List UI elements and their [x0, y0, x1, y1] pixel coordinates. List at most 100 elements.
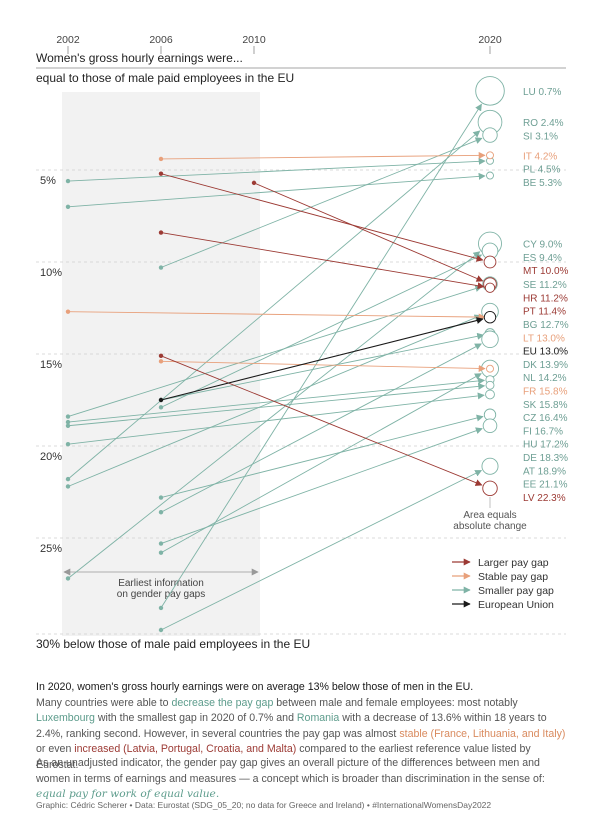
end-label-ES: ES 9.4%: [523, 253, 562, 264]
slope-arrow-LV: [160, 355, 483, 486]
legend-label-stable: Stable pay gap: [478, 571, 548, 583]
end-label-FR: FR 15.8%: [523, 386, 568, 397]
end-label-LV: LV 22.3%: [523, 493, 566, 504]
slope-arrow-AT: [160, 427, 483, 544]
start-point-LV: [158, 353, 164, 359]
change-circle-PT: [484, 282, 496, 293]
area-note-line: absolute change: [453, 521, 527, 532]
caption-highlight-larger: increased (Latvia, Portugal, Croatia, an…: [74, 743, 297, 755]
end-label-SK: SK 15.8%: [523, 400, 568, 411]
slope-arrow-LT: [67, 311, 486, 321]
slope-arrow-SK: [160, 373, 482, 554]
slope-arrow-EE: [160, 470, 483, 631]
change-circle-NL: [481, 330, 499, 349]
end-label-LT: LT 13.0%: [523, 333, 565, 344]
change-circle-FR: [486, 364, 494, 373]
end-label-CZ: CZ 16.4%: [523, 413, 568, 424]
end-label-DE: DE 18.3%: [523, 453, 568, 464]
change-circle-HU: [485, 389, 495, 400]
slope-arrow-EU: [160, 317, 484, 401]
caption-text: between male and female employees: most …: [273, 696, 518, 709]
change-circle-IT: [486, 151, 494, 160]
slope-arrow-DE: [160, 414, 484, 498]
legend-label-eu: European Union: [478, 599, 554, 611]
change-circle-BE: [486, 171, 494, 180]
y-tick-label-10: 10%: [40, 267, 62, 279]
end-label-LU: LU 0.7%: [523, 87, 561, 98]
chart-title: Women's gross hourly earnings were...: [36, 51, 243, 65]
slope-arrow-HR: [253, 182, 484, 282]
slope-arrow-MT: [160, 173, 484, 262]
gender-pay-gap-chart: 2002 2006 2010 2020 Women's gross hourly ear…: [36, 34, 569, 651]
caption-text: with a decrease of 13.6% within 18 years…: [36, 712, 547, 740]
end-label-HU: HU 17.2%: [523, 440, 569, 451]
bottom-label: 30% below those of male paid employees i…: [36, 637, 310, 651]
slope-arrow-PL: [67, 157, 486, 182]
area-note-line: Area equals: [463, 510, 516, 521]
slope-arrow-FR: [160, 360, 486, 372]
year-label-2010: 2010: [242, 34, 266, 46]
caption-paragraph-2: As an unadjusted indicator, the gender p…: [36, 756, 566, 803]
caption-highlight-luxembourg: Luxembourg: [36, 712, 95, 724]
end-label-EE: EE 21.1%: [523, 480, 568, 491]
end-label-PL: PL 4.5%: [523, 165, 561, 176]
end-label-IT: IT 4.2%: [523, 151, 557, 162]
end-label-SI: SI 3.1%: [523, 131, 558, 142]
slope-arrow-CY: [67, 251, 481, 579]
slope-arrow-BE: [67, 172, 486, 208]
end-label-NL: NL 14.2%: [523, 373, 567, 384]
change-circle-MT: [483, 255, 497, 269]
end-label-AT: AT 18.9%: [523, 466, 566, 477]
slope-arrow-CZ: [67, 377, 486, 423]
end-label-MT: MT 10.0%: [523, 266, 568, 277]
end-label-EU: EU 13.0%: [523, 347, 568, 358]
end-label-CY: CY 9.0%: [523, 240, 562, 251]
slope-arrow-ES: [160, 254, 483, 408]
slope-arrow-HU: [67, 392, 485, 445]
legend-label-larger: Larger pay gap: [478, 557, 549, 569]
change-circle-LU: [475, 76, 505, 106]
year-label-2020: 2020: [478, 34, 502, 46]
slope-arrow-FI: [67, 382, 486, 427]
end-label-PT: PT 11.4%: [523, 307, 566, 318]
slope-arrow-RO: [67, 130, 481, 480]
y-tick-label-5: 5%: [40, 175, 56, 187]
end-label-SE: SE 11.2%: [523, 280, 567, 291]
caption-text: with the smallest gap in 2020 of 0.7% an…: [94, 712, 297, 724]
y-tick-label-25: 25%: [40, 543, 62, 555]
end-label-DK: DK 13.9%: [523, 360, 568, 371]
end-label-HR: HR 11.2%: [523, 293, 568, 304]
y-tick-label-20: 20%: [40, 451, 62, 463]
caption-lead: In 2020, women's gross hourly earnings w…: [36, 681, 474, 693]
y-tick-label-15: 15%: [40, 359, 62, 371]
change-circle-LV: [482, 480, 498, 497]
caption-quote: equal pay for work of equal value.: [36, 788, 220, 800]
caption-text: compared to the earliest reference value…: [36, 743, 531, 771]
caption-highlight-smaller: decrease the pay gap: [171, 696, 274, 709]
top-label: equal to those of male paid employees in…: [36, 71, 294, 85]
change-circle-SI: [482, 127, 498, 143]
change-circle-FI: [485, 380, 495, 390]
caption-text: or even: [36, 743, 75, 755]
year-label-2006: 2006: [149, 34, 173, 46]
caption-paragraph-1: In 2020, women's gross hourly earnings w…: [36, 680, 566, 773]
slope-arrow-DK: [160, 332, 485, 401]
slope-arrow-SE: [67, 285, 483, 417]
change-circle-EE: [481, 457, 499, 475]
end-label-RO: RO 2.4%: [523, 118, 564, 129]
caption-text: Many countries were able to: [36, 696, 172, 709]
earliest-info-note-line: Earliest information: [118, 578, 204, 589]
slope-arrow-SI: [160, 137, 483, 268]
change-circle-EU: [483, 311, 497, 324]
earliest-info-note-line: on gender pay gaps: [117, 589, 205, 600]
slope-arrow-PT: [160, 232, 485, 290]
caption-highlight-stable: stable (France, Lithuania, and Italy): [399, 727, 566, 740]
legend-label-smaller: Smaller pay gap: [478, 585, 554, 597]
footer-credits: Graphic: Cédric Scherer • Data: Eurostat…: [36, 800, 492, 810]
change-circle-AT: [482, 418, 498, 434]
caption-text: As an unadjusted indicator, the gender p…: [36, 757, 545, 785]
slope-arrow-IT: [160, 151, 486, 160]
caption-highlight-romania: Romania: [296, 712, 340, 724]
end-label-BG: BG 12.7%: [523, 320, 569, 331]
end-label-FI: FI 16.7%: [523, 426, 563, 437]
